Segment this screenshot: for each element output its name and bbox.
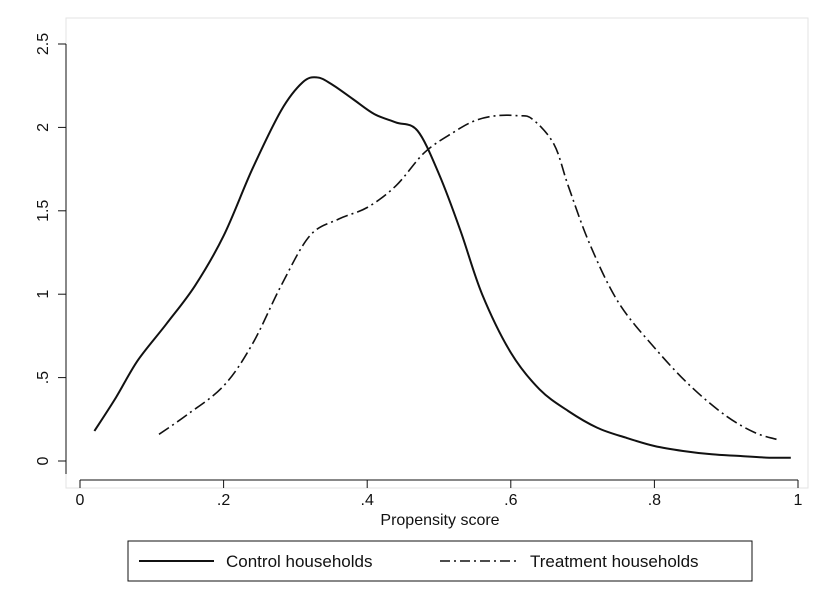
y-tick-label: 1: [35, 290, 52, 299]
control-households-line: [93, 76, 791, 459]
x-tick-label: .6: [504, 492, 517, 509]
legend-label-treatment: Treatment households: [530, 552, 699, 571]
x-axis-ticks: 0 .2 .4 .6 .8 1: [76, 480, 803, 509]
treatment-households-line: [158, 114, 777, 441]
plot-region: [65, 17, 809, 489]
y-tick-label: 1.5: [35, 200, 52, 222]
legend: Control households Treatment households: [127, 540, 753, 582]
y-tick-label: 2: [35, 123, 52, 132]
x-tick-label: .4: [361, 492, 374, 509]
y-axis-ticks: 0 .5 1 1.5 2 2.5: [35, 33, 66, 465]
x-tick-label: 0: [76, 492, 85, 509]
legend-label-control: Control households: [226, 552, 372, 571]
x-tick-label: .8: [648, 492, 661, 509]
x-tick-label: 1: [794, 492, 803, 509]
x-axis-label: Propensity score: [380, 512, 499, 529]
y-tick-label: 0: [35, 456, 52, 465]
series-lines: [93, 76, 791, 459]
y-tick-label: .5: [35, 371, 52, 384]
x-tick-label: .2: [217, 492, 230, 509]
y-tick-label: 2.5: [35, 33, 52, 55]
